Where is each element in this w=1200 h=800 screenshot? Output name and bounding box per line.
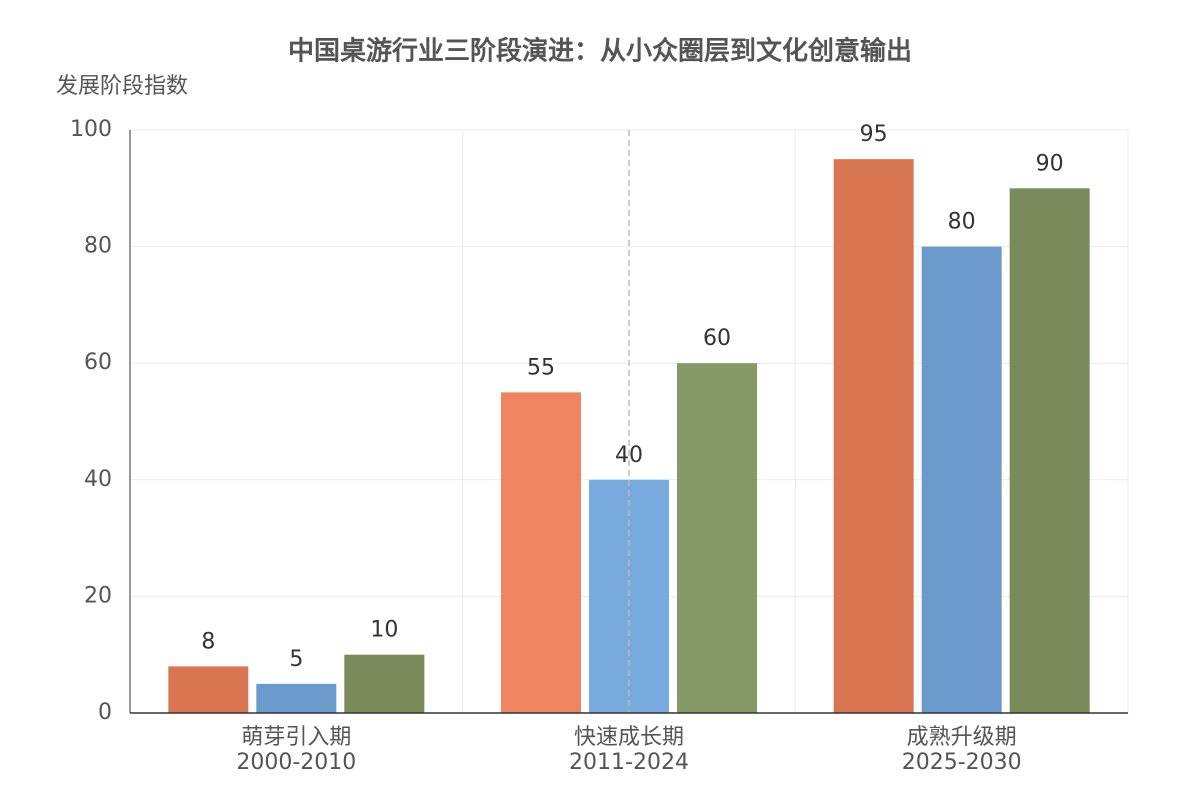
y-tick-label: 80 (84, 234, 112, 259)
x-tick-label: 2011-2024 (569, 750, 689, 775)
x-tick-label: 成熟升级期 (907, 725, 1017, 750)
bar (168, 666, 249, 713)
value-label: 8 (201, 629, 215, 654)
value-label: 80 (948, 210, 976, 235)
y-tick-label: 40 (84, 467, 112, 492)
bar (677, 363, 757, 713)
y-tick-label: 20 (84, 583, 112, 608)
value-label: 90 (1036, 151, 1064, 176)
y-tick-label: 0 (98, 700, 112, 725)
y-tick-label: 60 (84, 350, 112, 375)
value-label: 55 (527, 355, 555, 380)
value-label: 10 (370, 618, 398, 643)
y-tick-label: 100 (70, 117, 112, 142)
bar (921, 246, 1002, 713)
x-tick-label: 快速成长期 (574, 725, 684, 750)
bar (344, 654, 425, 713)
x-tick-label: 2000-2010 (236, 750, 356, 775)
chart-title: 中国桌游行业三阶段演进：从小众圈层到文化创意输出 (288, 36, 912, 67)
bar (1009, 188, 1090, 714)
bar (256, 683, 337, 713)
value-label: 5 (289, 647, 303, 672)
value-label: 60 (703, 326, 731, 351)
bar (833, 159, 914, 713)
x-tick-label: 2025-2030 (902, 750, 1022, 775)
bar (501, 392, 581, 713)
value-label: 95 (860, 122, 888, 147)
y-axis-label: 发展阶段指数 (56, 74, 188, 99)
x-tick-label: 萌芽引入期 (241, 725, 351, 750)
